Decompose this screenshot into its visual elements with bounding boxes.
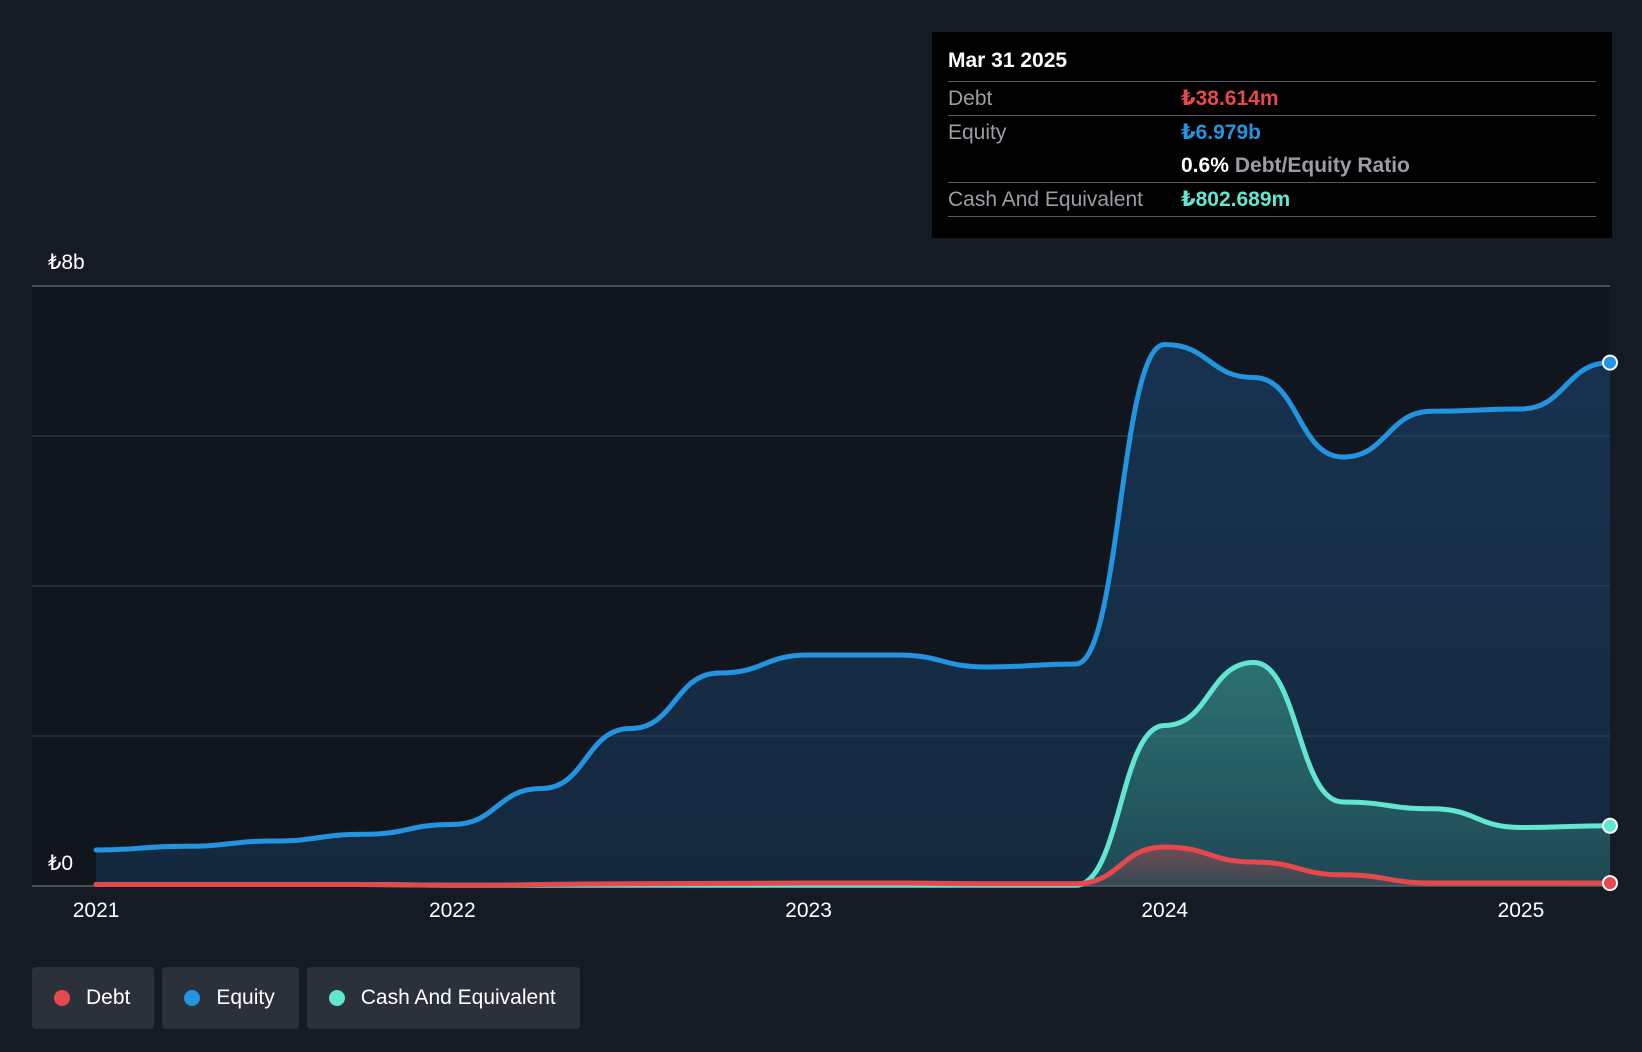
legend-item-cash[interactable]: Cash And Equivalent — [306, 967, 580, 1029]
legend-dot-cash — [328, 990, 345, 1006]
x-tick-label: 2022 — [428, 899, 476, 922]
x-tick-label: 2025 — [1497, 899, 1545, 922]
equity-line — [93, 341, 1613, 853]
legend: Debt Equity Cash And Equivalent — [32, 967, 580, 1029]
cash-and-equivalent-area — [96, 662, 1611, 886]
tooltip-equity-value: ₺6.979b — [1181, 121, 1261, 144]
tooltip-ratio-label: Debt/Equity Ratio — [1234, 153, 1410, 177]
tooltip-ratio-value: 0.6% — [1181, 153, 1229, 177]
equity-end-marker — [1602, 354, 1618, 371]
tooltip-equity-label: Equity — [948, 120, 1007, 144]
tooltip-debt-row: Debt ₺38.614m — [948, 81, 1596, 115]
legend-item-equity[interactable]: Equity — [162, 967, 299, 1029]
y-axis-max-label: ₺8b — [48, 251, 85, 274]
legend-label-cash: Cash And Equivalent — [360, 986, 556, 1009]
x-tick-label: 2021 — [72, 899, 120, 922]
x-tick-label: 2024 — [1141, 899, 1189, 922]
legend-dot-debt — [54, 990, 70, 1006]
tooltip-panel: Mar 31 2025 Debt ₺38.614m Equity ₺6.979b… — [932, 32, 1612, 238]
tooltip-ratio-row: 0.6% Debt/Equity Ratio — [948, 149, 1596, 182]
series-layer — [93, 341, 1613, 888]
debt-end-marker — [1602, 875, 1618, 892]
tooltip-cash-label: Cash And Equivalent — [948, 187, 1143, 211]
cash-and-equivalent-end-marker — [1602, 817, 1618, 834]
tooltip-cash-row: Cash And Equivalent ₺802.689m — [948, 182, 1596, 217]
legend-label-equity: Equity — [216, 986, 275, 1009]
tooltip-debt-value: ₺38.614m — [1181, 87, 1279, 110]
x-tick-label: 2023 — [785, 899, 832, 922]
tooltip-debt-label: Debt — [948, 86, 993, 110]
legend-dot-equity — [184, 990, 201, 1006]
debt-line — [93, 844, 1613, 888]
tooltip-cash-value: ₺802.689m — [1181, 188, 1291, 211]
marker-layer — [1602, 354, 1618, 892]
y-axis-min-label: ₺0 — [48, 852, 74, 875]
legend-label-debt: Debt — [86, 986, 131, 1009]
tooltip-equity-row: Equity ₺6.979b — [948, 115, 1596, 149]
tooltip-date: Mar 31 2025 — [948, 49, 1068, 72]
debt-area — [96, 847, 1611, 886]
legend-item-debt[interactable]: Debt — [32, 967, 155, 1029]
